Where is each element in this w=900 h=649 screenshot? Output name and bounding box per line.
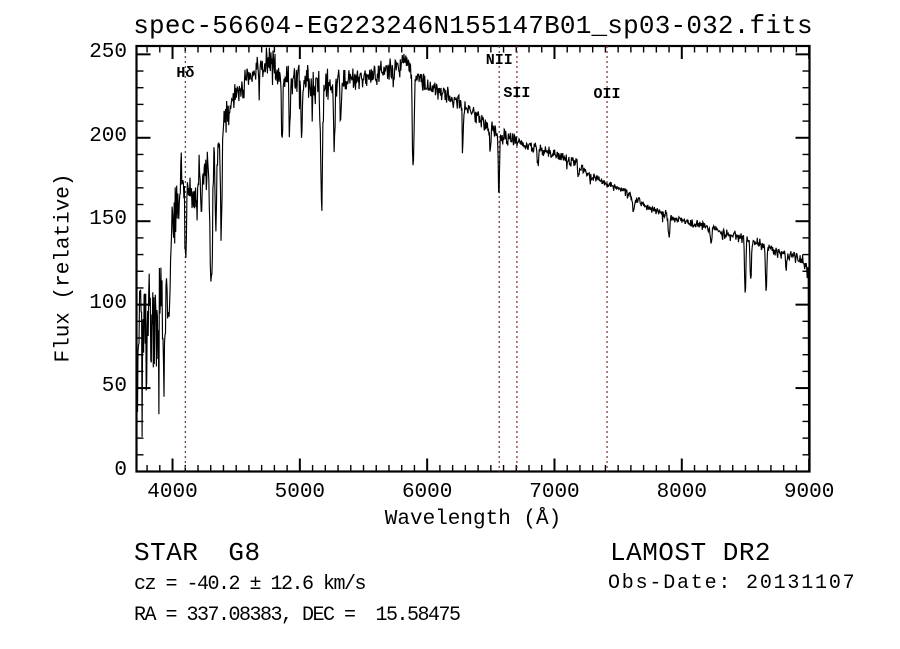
y-axis-ticks: [136, 53, 810, 456]
marker-label: OII: [594, 86, 621, 103]
y-tick-label: 0: [114, 458, 127, 482]
marker-label: Hδ: [176, 65, 194, 82]
x-tick-label: 8000: [656, 481, 707, 504]
x-tick-label: 7000: [529, 481, 580, 504]
y-axis-title: Flux (relative): [52, 173, 76, 363]
spectral-line-markers: Hδ NII SII OII: [176, 46, 621, 472]
x-tick-label: 9000: [783, 481, 835, 504]
plot-title: spec-56604-EG223246N155147B01_sp03-032.f…: [133, 11, 813, 41]
marker-label: NII: [486, 52, 513, 69]
y-tick-label: 100: [89, 291, 127, 315]
object-subclass: G8: [228, 538, 261, 568]
y-tick-label: 150: [89, 208, 127, 232]
ra-dec-line: RA = 337.08383, DEC = 15.58475: [134, 604, 461, 627]
obs-date-line: Obs-Date: 20131107: [608, 572, 857, 595]
x-axis-tick-labels: 4000 5000 6000 7000 8000 9000: [0, 481, 900, 507]
cz-velocity-line: cz = -40.2 ± 12.6 km/s: [134, 573, 367, 596]
x-axis-ticks: [146, 46, 811, 472]
survey-release-label: LAMOST DR2: [610, 538, 772, 568]
marker-label: SII: [503, 85, 530, 102]
plot-frame: [135, 44, 811, 473]
y-tick-label: 250: [89, 41, 127, 65]
x-tick-label: 4000: [147, 481, 198, 504]
y-tick-label: 200: [89, 124, 127, 148]
spectrum-trace: [135, 47, 810, 455]
x-axis-title: Wavelength (Å): [384, 508, 562, 531]
x-tick-label: 6000: [401, 481, 453, 504]
x-tick-label: 5000: [274, 481, 326, 504]
y-axis-tick-labels: 0 50 100 150 200 250: [45, 0, 127, 500]
object-class-line: STAR G8: [134, 538, 261, 568]
y-tick-label: 50: [101, 375, 127, 399]
object-class: STAR: [134, 538, 199, 568]
